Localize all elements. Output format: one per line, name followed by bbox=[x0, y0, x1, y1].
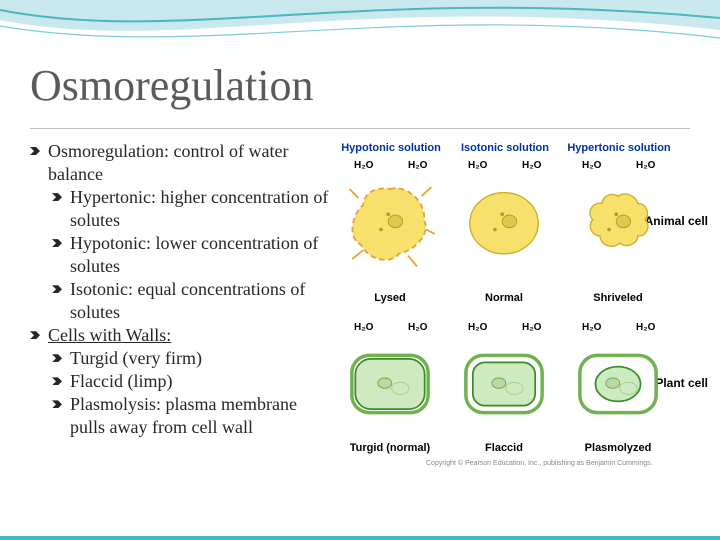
bullet-item: Turgid (very firm) bbox=[52, 347, 330, 370]
h2o-label: H₂O bbox=[468, 322, 487, 333]
wave-decoration bbox=[0, 0, 720, 60]
figure-copyright: Copyright © Pearson Education, Inc., pub… bbox=[426, 460, 653, 467]
bullet-item: Hypertonic: higher concentration of solu… bbox=[52, 186, 330, 232]
plant-cell-turgid bbox=[336, 334, 444, 434]
bullet-item: Plasmolysis: plasma membrane pulls away … bbox=[52, 393, 330, 439]
osmosis-figure: Animal cell Plant cell Copyright © Pears… bbox=[336, 142, 708, 472]
h2o-label: H₂O bbox=[522, 322, 541, 333]
animal-cell-lysed bbox=[336, 170, 444, 280]
bullet-list: Osmoregulation: control of water balance… bbox=[30, 140, 330, 439]
animal-cell-label: Normal bbox=[450, 292, 558, 304]
plant-cell-label: Plasmolyzed bbox=[564, 442, 672, 454]
animal-cell-normal bbox=[450, 170, 558, 280]
bullet-item: Flaccid (limp) bbox=[52, 370, 330, 393]
title-underline bbox=[30, 128, 690, 129]
plant-cell-label: Flaccid bbox=[450, 442, 558, 454]
plant-cell-flaccid bbox=[450, 334, 558, 434]
bullet-item: Isotonic: equal concentrations of solute… bbox=[52, 278, 330, 324]
figure-col-header: Hypotonic solution bbox=[336, 142, 446, 154]
animal-cell-label: Shriveled bbox=[564, 292, 672, 304]
animal-cell-shriveled bbox=[564, 170, 672, 280]
bullet-item: Cells with Walls: bbox=[30, 324, 330, 347]
bullet-item: Hypotonic: lower concentration of solute… bbox=[52, 232, 330, 278]
slide-bottom-border bbox=[0, 536, 720, 540]
h2o-label: H₂O bbox=[408, 322, 427, 333]
figure-col-header: Isotonic solution bbox=[450, 142, 560, 154]
h2o-label: H₂O bbox=[636, 322, 655, 333]
plant-cell-plasmolyzed bbox=[564, 334, 672, 434]
animal-cell-label: Lysed bbox=[336, 292, 444, 304]
h2o-label: H₂O bbox=[354, 322, 373, 333]
bullet-item: Osmoregulation: control of water balance bbox=[30, 140, 330, 186]
slide-title: Osmoregulation bbox=[30, 60, 314, 111]
figure-col-header: Hypertonic solution bbox=[564, 142, 674, 154]
plant-cell-label: Turgid (normal) bbox=[336, 442, 444, 454]
h2o-label: H₂O bbox=[582, 322, 601, 333]
